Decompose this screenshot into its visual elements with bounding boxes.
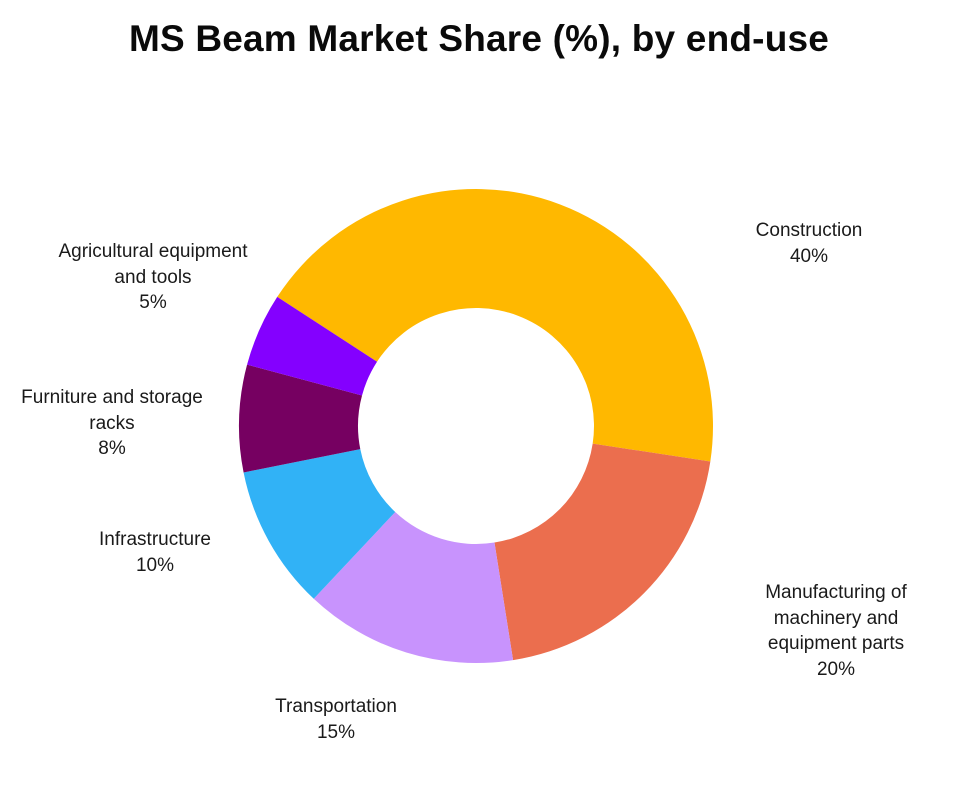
label-furniture-value: 8% [98, 438, 126, 459]
segment-transportation [313, 512, 514, 663]
label-infrastructure-value: 10% [135, 554, 175, 576]
chart-title: MS Beam Market Share (%), by end-use [128, 18, 830, 59]
label-manufacturing-line3: equipment parts [767, 633, 905, 654]
label-furniture-line2: racks [89, 412, 135, 434]
label-construction-value: 40% [789, 245, 829, 267]
segment-furniture [238, 364, 363, 473]
label-construction-name: Construction [755, 220, 863, 241]
segment-manufacturing [494, 443, 711, 661]
label-transportation: Transportation 15% [275, 694, 397, 745]
segment-construction [277, 189, 713, 462]
label-manufacturing-value: 20% [816, 658, 856, 680]
label-furniture: Furniture and storage racks 8% [21, 385, 203, 462]
label-agricultural-value: 5% [139, 292, 167, 313]
label-manufacturing: Manufacturing of machinery and equipment… [765, 580, 907, 682]
label-infrastructure: Infrastructure 10% [99, 527, 211, 578]
label-agricultural-line1: Agricultural equipment [58, 241, 248, 262]
label-construction: Construction 40% [756, 218, 863, 269]
label-manufacturing-line2: machinery and [773, 607, 899, 629]
label-transportation-name: Transportation [275, 696, 397, 717]
label-transportation-value: 15% [316, 721, 356, 743]
label-furniture-line1: Furniture and storage [21, 387, 203, 408]
label-infrastructure-name: Infrastructure [99, 529, 211, 550]
segment-agricultural [247, 296, 378, 396]
label-manufacturing-line1: Manufacturing of [765, 582, 907, 603]
label-agricultural-line2: and tools [114, 266, 192, 288]
label-agricultural: Agricultural equipment and tools 5% [58, 239, 247, 316]
segment-infrastructure [243, 449, 396, 599]
